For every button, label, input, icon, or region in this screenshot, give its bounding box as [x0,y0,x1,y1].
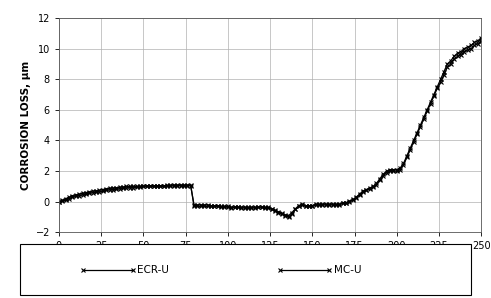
MC-U [320,202,326,206]
MC-U [255,205,261,209]
Text: ECR-U: ECR-U [137,265,169,275]
MC-U [56,200,62,204]
ECR-U [164,184,170,187]
ECR-U [56,200,62,204]
ECR-U [83,191,89,194]
Y-axis label: CORROSION LOSS, µm: CORROSION LOSS, µm [21,60,31,190]
ECR-U [320,203,326,207]
ECR-U [286,215,292,219]
Line: MC-U: MC-U [56,38,484,218]
MC-U [83,192,89,196]
ECR-U [309,205,315,208]
MC-U [164,185,170,188]
ECR-U [478,36,484,40]
MC-U [309,204,315,207]
X-axis label: TIME, weeks: TIME, weeks [233,256,307,266]
Line: ECR-U: ECR-U [56,35,484,220]
Text: MC-U: MC-U [334,265,361,275]
ECR-U [255,205,261,209]
MC-U [478,39,484,43]
ECR-U [340,201,346,205]
MC-U [340,201,346,204]
MC-U [286,214,292,217]
